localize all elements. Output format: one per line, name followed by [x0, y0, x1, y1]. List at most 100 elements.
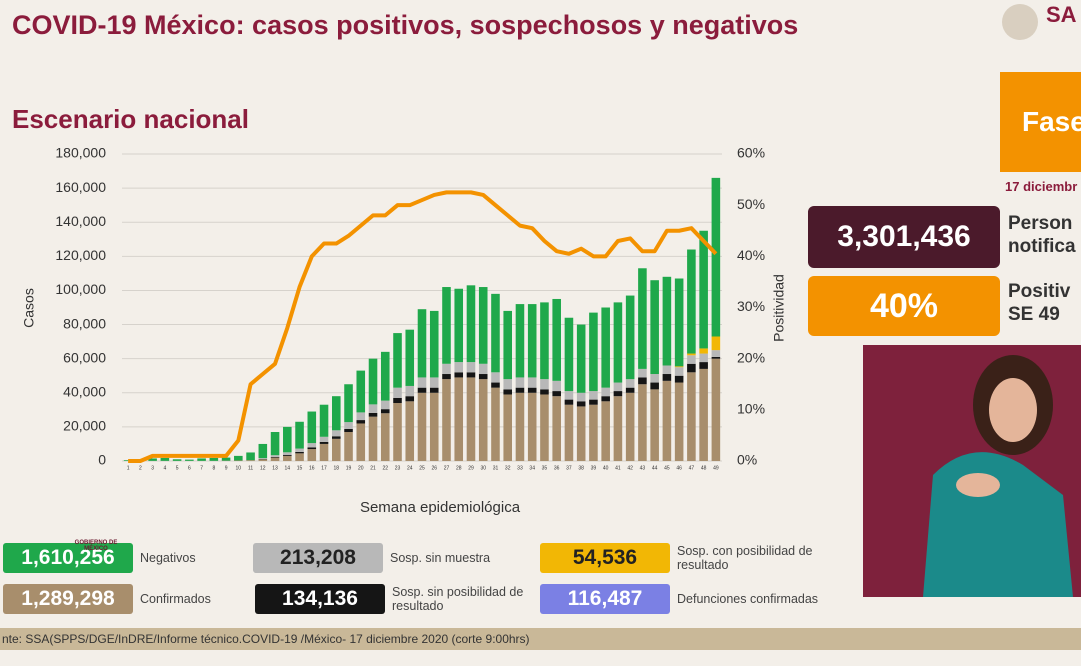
bar-segment — [466, 285, 476, 363]
y-tick-label: 20,000 — [63, 418, 106, 434]
bar-segment — [356, 370, 366, 413]
bar-segment — [454, 288, 464, 363]
bar-segment — [638, 368, 647, 378]
bar-segment — [466, 372, 476, 378]
notified-label: Person notifica — [1008, 212, 1076, 258]
bar-segment — [515, 304, 525, 378]
bar-segment — [564, 317, 574, 392]
legend-total: 1,610,256 — [3, 543, 133, 573]
x-tick-label: 46 — [676, 465, 682, 471]
bar-segment — [332, 436, 341, 439]
bar-segment — [270, 457, 280, 461]
x-tick-label: 12 — [260, 465, 266, 471]
bar-segment — [564, 399, 574, 405]
bar-segment — [429, 377, 439, 388]
bar-segment — [442, 374, 451, 380]
y2-axis-label: Positividad — [771, 274, 787, 342]
bar-segment — [258, 459, 268, 461]
bar-segment — [454, 362, 464, 373]
x-tick-label: 34 — [529, 465, 535, 471]
y-tick-label: 140,000 — [55, 213, 106, 229]
bar-segment — [613, 382, 623, 392]
bar-segment — [478, 363, 488, 375]
bar-segment — [503, 310, 512, 380]
bar-segment — [638, 268, 647, 369]
bar-segment — [234, 460, 243, 461]
bar-segment — [160, 457, 170, 461]
bar-segment — [674, 366, 684, 368]
bar-segment — [613, 302, 623, 383]
bar-segment — [491, 293, 500, 373]
bar-segment — [515, 392, 525, 461]
bar-segment — [172, 459, 182, 461]
bar-segment — [674, 367, 684, 376]
bar-segment — [332, 438, 341, 461]
bar-segment — [307, 443, 317, 448]
bar-segment — [209, 457, 219, 461]
bar-segment — [283, 426, 292, 453]
bar-segment — [650, 382, 659, 390]
date: 17 diciembr — [1005, 179, 1078, 194]
bar-segment — [234, 455, 243, 461]
label-line: SE 49 — [1008, 304, 1060, 325]
x-tick-label: 37 — [566, 465, 572, 471]
legend-label: Defunciones confirmadas — [677, 592, 819, 606]
y-tick-label: 80,000 — [63, 315, 106, 331]
bar-segment — [711, 177, 721, 337]
bar-segment — [283, 454, 292, 456]
bar-segment — [515, 377, 525, 388]
bar-segment — [699, 353, 708, 363]
bar-segment — [674, 278, 684, 367]
y2-tick-label: 0% — [737, 452, 757, 468]
bar-segment — [442, 363, 451, 375]
bar-segment — [319, 436, 329, 442]
x-tick-label: 4 — [163, 465, 166, 471]
bar-segment — [662, 374, 672, 381]
x-tick-label: 13 — [272, 465, 278, 471]
bar-segment — [380, 409, 390, 414]
y-tick-label: 100,000 — [55, 281, 106, 297]
bar-segment — [540, 379, 549, 390]
bar-segment — [515, 387, 525, 393]
bar-segment — [527, 304, 537, 378]
x-tick-label: 17 — [321, 465, 327, 471]
x-tick-label: 29 — [468, 465, 474, 471]
x-tick-label: 10 — [236, 465, 242, 471]
bar-segment — [613, 391, 623, 397]
bar-segment — [393, 403, 402, 461]
bar-segment — [552, 380, 561, 392]
y-tick-label: 0 — [98, 452, 106, 468]
bar-segment — [650, 374, 659, 383]
bar-segment — [221, 457, 231, 461]
bar-segment — [417, 377, 427, 388]
bar-segment — [589, 391, 598, 400]
legend-total: 1,289,298 — [3, 584, 133, 614]
x-tick-label: 33 — [517, 465, 523, 471]
bar-segment — [295, 421, 304, 449]
bar-segment — [295, 448, 304, 452]
x-tick-label: 35 — [542, 465, 548, 471]
bar-segment — [442, 287, 451, 364]
positivity-label: Positiv SE 49 — [1008, 280, 1070, 326]
bar-segment — [454, 377, 464, 461]
bar-segment — [405, 329, 415, 386]
bar-segment — [625, 392, 635, 461]
bar-segment — [503, 394, 512, 461]
bar-segment — [613, 396, 623, 461]
bar-segment — [589, 404, 598, 461]
bar-segment — [540, 394, 549, 461]
bar-segment — [711, 336, 721, 351]
bar-segment — [185, 459, 194, 461]
bar-segment — [319, 441, 329, 444]
x-tick-label: 9 — [225, 465, 228, 471]
x-tick-label: 42 — [627, 465, 633, 471]
bar-segment — [601, 307, 610, 388]
x-tick-label: 24 — [407, 465, 413, 471]
bar-segment — [344, 432, 353, 461]
bar-segment — [417, 387, 427, 393]
bar-segment — [687, 249, 696, 354]
x-tick-label: 20 — [358, 465, 364, 471]
bar-segment — [405, 401, 415, 461]
bar-segment — [442, 379, 451, 461]
